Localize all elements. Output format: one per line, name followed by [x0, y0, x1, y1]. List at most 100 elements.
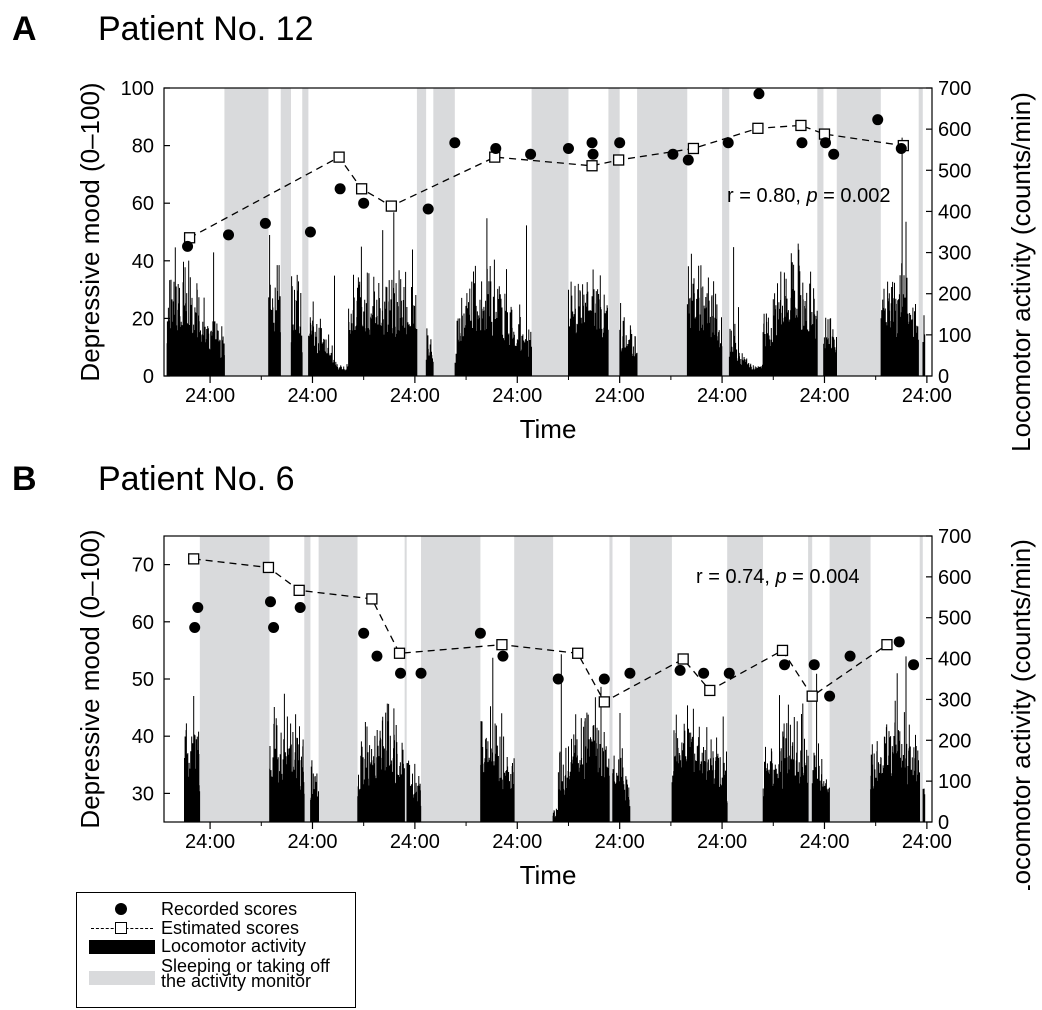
chart-panel-a: 0 20 40 60 80 100 0 100 200 300 400 500 600 700 24:00 2… [75, 78, 1036, 452]
y2-tick-label: 300 [938, 689, 971, 711]
recorded-score-point [844, 650, 856, 662]
recorded-score-point [723, 667, 735, 679]
legend-sleep-label-2: the activity monitor [161, 971, 312, 991]
y-tick-label: 40 [132, 726, 154, 748]
x-axis-title: Time [520, 860, 577, 890]
y-tick-label: 20 [132, 308, 154, 330]
x-tick-label: 24:00 [595, 385, 645, 407]
annotation-r: r = 0.74, [696, 566, 776, 588]
y-tick-label: 60 [132, 193, 154, 215]
y2-tick-label: 600 [938, 567, 971, 589]
y-tick-label: 80 [132, 136, 154, 158]
recorded-score-point [614, 137, 626, 149]
recorded-score-point [294, 602, 306, 613]
recorded-score-point [268, 622, 280, 634]
annotation-r: r = 0.80, [727, 185, 807, 207]
recorded-score-point [698, 667, 710, 679]
recorded-score-point [562, 142, 574, 154]
panel-b-letter: B [12, 460, 37, 498]
recorded-score-point [182, 240, 194, 252]
recorded-score-point [667, 148, 679, 160]
recorded-score-point [872, 114, 884, 126]
sleep-period [280, 88, 291, 376]
recorded-score-point [334, 183, 346, 195]
y-tick-label: 50 [132, 669, 154, 691]
sleep-period [637, 88, 688, 376]
sleep-period [433, 88, 455, 376]
y2-tick-label: 700 [938, 78, 971, 100]
y2-tick-label: 100 [938, 325, 971, 347]
recorded-score-point [598, 673, 610, 685]
sleep-period [304, 536, 311, 822]
recorded-score-point [624, 667, 636, 679]
recorded-score-point [722, 137, 734, 149]
recorded-score-point [586, 137, 598, 149]
sleep-period [318, 536, 358, 822]
activity-bars [184, 654, 926, 822]
recorded-score-point [893, 636, 905, 648]
annotation-p: p [775, 566, 787, 588]
x-tick-label: 24:00 [492, 831, 542, 853]
x-tick-label: 24:00 [492, 385, 542, 407]
activity-swatch-icon [89, 940, 155, 954]
sleep-period [629, 536, 672, 822]
legend-estimated: Estimated scores [77, 919, 355, 940]
legend-sleep: Sleeping or taking off the activity moni… [77, 956, 355, 999]
y-tick-label: 60 [132, 612, 154, 634]
recorded-score-point [395, 667, 407, 679]
recorded-score-point [358, 627, 370, 639]
sleep-period [836, 88, 881, 376]
recorded-score-point [189, 622, 201, 634]
estimated-score-point [385, 200, 397, 212]
x-tick-label: 24:00 [902, 385, 952, 407]
x-tick-label: 24:00 [799, 831, 849, 853]
x-tick-label: 24:00 [390, 831, 440, 853]
sleep-period [918, 88, 923, 376]
y2-tick-label: 300 [938, 243, 971, 265]
estimated-score-point [333, 151, 345, 163]
sleep-swatch-icon [89, 971, 155, 985]
activity-bars [166, 137, 926, 376]
y2-tick-label: 100 [938, 771, 971, 793]
y2-axis-title: Locomotor activity (counts/min) [1006, 539, 1036, 890]
x-tick-label: 24:00 [185, 831, 235, 853]
y-tick-label: 70 [132, 555, 154, 577]
y-axis-title: Depressive mood (0–100) [75, 82, 105, 381]
estimated-score-point [293, 584, 305, 596]
annotation-p-value: = 0.004 [787, 566, 860, 588]
legend-sleep-label-1: Sleeping or taking off [161, 956, 330, 976]
x-tick-label: 24:00 [595, 831, 645, 853]
recorded-score-point [449, 137, 461, 149]
correlation-annotation: r = 0.74, p = 0.004 [696, 566, 859, 588]
panel-b-title: Patient No. 6 [98, 460, 295, 498]
estimated-score-point [881, 639, 893, 651]
recorded-score-point [824, 690, 836, 702]
estimated-score-point [355, 183, 368, 195]
recorded-score-point [779, 659, 791, 671]
locomotor-activity [166, 137, 926, 376]
legend-recorded: Recorded scores [77, 900, 355, 921]
recorded-score-point [820, 137, 832, 149]
recorded-score-point [828, 148, 840, 160]
y2-tick-label: 0 [938, 812, 949, 834]
sleep-period [727, 536, 764, 822]
sleep-period [421, 536, 481, 822]
estimated-score-point [393, 647, 406, 659]
y2-axis-title: Locomotor activity (counts/min) [1006, 92, 1036, 452]
annotation-p: p [806, 185, 818, 207]
annotation-p-value: = 0.002 [818, 185, 891, 207]
y-tick-label: 30 [132, 783, 154, 805]
legend: Recorded scores Estimated scores Locomot… [76, 892, 356, 1008]
x-tick-label: 24:00 [697, 831, 747, 853]
recorded-score-point [908, 659, 920, 671]
estimated-score-point [496, 639, 508, 651]
y2-tick-label: 0 [938, 366, 949, 388]
recorded-score-point [525, 148, 537, 160]
x-axis-title: Time [520, 414, 577, 444]
correlation-annotation: r = 0.80, p = 0.002 [727, 185, 890, 207]
y2-tick-label: 400 [938, 649, 971, 671]
recorded-score-point [422, 203, 434, 215]
x-tick-label: 24:00 [287, 385, 337, 407]
estimated-score-point [613, 154, 625, 166]
estimated-score-point [188, 553, 200, 565]
